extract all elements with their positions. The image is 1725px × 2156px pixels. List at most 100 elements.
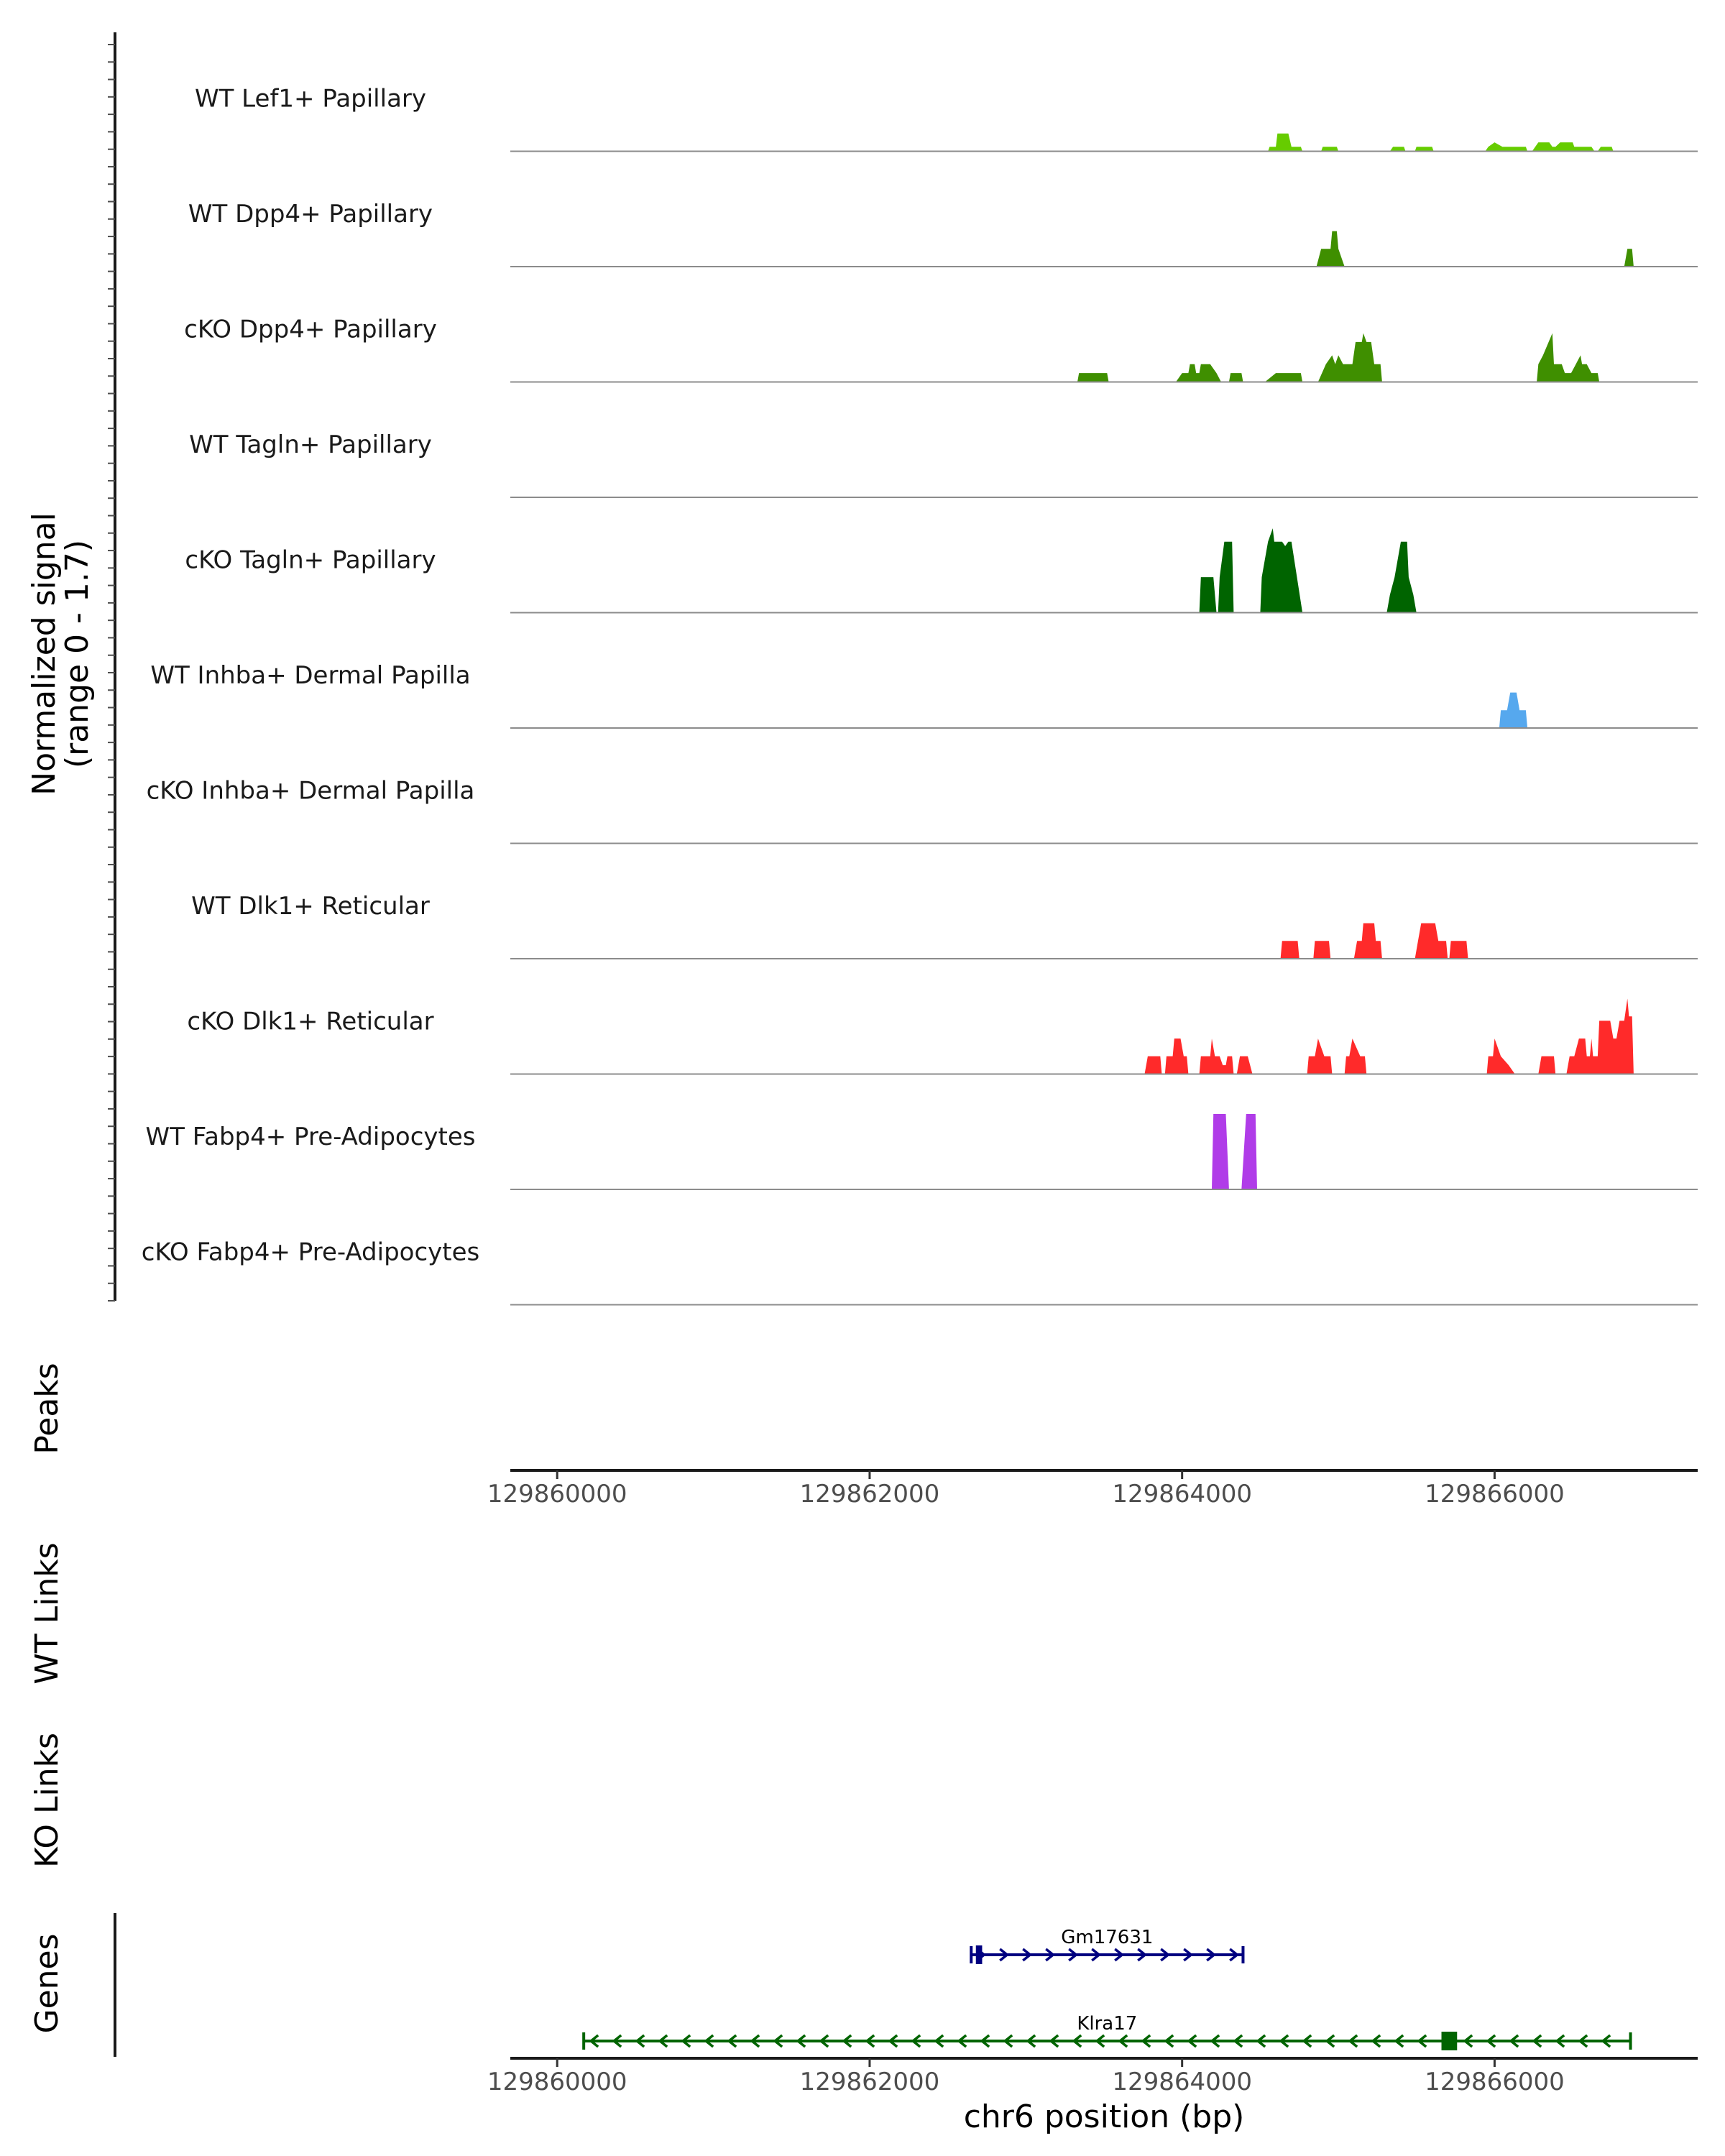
strand-arrow <box>888 2034 898 2048</box>
x-tick-label: 129864000 <box>1112 2068 1252 2096</box>
track-cko-fabp4-pre-adipocytes: cKO Fabp4+ Pre-Adipocytes <box>142 1238 1698 1306</box>
strand-arrow <box>1486 2034 1496 2048</box>
panel-title-peaks: Peaks <box>29 1363 65 1454</box>
strand-arrow <box>681 2034 691 2048</box>
strand-arrow <box>1371 2034 1381 2048</box>
coverage-area <box>1268 133 1614 152</box>
coverage-area <box>1199 528 1417 613</box>
coverage-tracks: WT Lef1+ Papillary WT Dpp4+ Papillary cKO … <box>142 85 1698 1306</box>
strand-arrow <box>934 2034 944 2048</box>
track-label: WT Fabp4+ Pre-Adipocytes <box>146 1123 476 1151</box>
track-label: WT Dlk1+ Reticular <box>191 892 430 921</box>
strand-arrow <box>1114 1948 1125 1962</box>
track-label: cKO Tagln+ Papillary <box>185 546 436 575</box>
strand-arrow <box>1325 2034 1335 2048</box>
coverage-area <box>1144 998 1634 1074</box>
x-axis-title: chr6 position (bp) <box>964 2099 1245 2135</box>
track-cko-dpp4-papillary: cKO Dpp4+ Papillary <box>184 315 1698 383</box>
track-wt-inhba-dermal-papilla: WT Inhba+ Dermal Papilla <box>150 661 1698 729</box>
peaks-x-axis: 129860000 129862000 129864000 129866000 <box>487 1469 1698 1508</box>
strand-arrow <box>1206 1948 1217 1962</box>
strand-arrow <box>1049 2034 1059 2048</box>
coverage-area <box>1316 231 1634 267</box>
strand-arrow <box>1463 2034 1473 2048</box>
track-label: cKO Dpp4+ Papillary <box>184 315 437 344</box>
strand-arrow <box>842 2034 852 2048</box>
gene-klra17: Klra17 <box>582 2013 1632 2050</box>
strand-arrow <box>1091 1948 1102 1962</box>
strand-arrow <box>1256 2034 1266 2048</box>
track-wt-tagln-papillary: WT Tagln+ Papillary <box>189 430 1698 498</box>
strand-arrow <box>1229 1948 1240 1962</box>
strand-arrow <box>1003 2034 1013 2048</box>
coverage-area <box>1077 333 1600 382</box>
strand-arrow <box>1233 2034 1243 2048</box>
strand-arrow <box>819 2034 829 2048</box>
strand-arrow <box>1183 1948 1194 1962</box>
strand-arrow <box>1210 2034 1220 2048</box>
strand-arrow <box>1302 2034 1312 2048</box>
x-tick-label: 129866000 <box>1425 2068 1565 2096</box>
strand-arrow <box>1279 2034 1289 2048</box>
panel-title-genes: Genes <box>29 1933 65 2033</box>
track-label: cKO Inhba+ Dermal Papilla <box>147 777 475 806</box>
strand-arrow <box>1072 2034 1082 2048</box>
signal-y-axis: Normalized signal(range 0 - 1.7) <box>26 32 116 1302</box>
track-label: WT Lef1+ Papillary <box>195 85 426 114</box>
panel-title-ko-links: KO Links <box>29 1733 65 1868</box>
track-wt-lef1-papillary: WT Lef1+ Papillary <box>195 85 1698 152</box>
strand-arrow <box>1118 2034 1128 2048</box>
strand-arrow <box>1068 1948 1079 1962</box>
strand-arrow <box>980 2034 990 2048</box>
track-wt-dlk1-reticular: WT Dlk1+ Reticular <box>191 892 1698 959</box>
track-label: WT Inhba+ Dermal Papilla <box>150 661 470 690</box>
exon <box>1441 2032 1458 2050</box>
coverage-area <box>1499 692 1528 728</box>
strand-arrow <box>1141 2034 1151 2048</box>
strand-arrow <box>1532 2034 1542 2048</box>
strand-arrow <box>1045 1948 1056 1962</box>
genes-x-axis: 129860000 129862000 129864000 129866000 chr6… <box>487 2057 1698 2135</box>
strand-arrow <box>1137 1948 1148 1962</box>
strand-arrow <box>1026 2034 1036 2048</box>
strand-arrow <box>1160 1948 1171 1962</box>
exon <box>975 1945 983 1964</box>
gene-label: Klra17 <box>1077 2013 1137 2035</box>
strand-arrow <box>1509 2034 1519 2048</box>
strand-arrow <box>1348 2034 1358 2048</box>
strand-arrow <box>589 2034 599 2048</box>
x-tick-label: 129860000 <box>487 2068 627 2096</box>
y-axis-title: Normalized signal(range 0 - 1.7) <box>26 512 96 796</box>
strand-arrow <box>658 2034 668 2048</box>
gene-gm17631: Gm17631 <box>970 1927 1245 1964</box>
strand-arrow <box>865 2034 875 2048</box>
strand-arrow <box>1187 2034 1197 2048</box>
strand-arrow <box>1578 2034 1588 2048</box>
strand-arrow <box>1394 2034 1404 2048</box>
strand-arrow <box>704 2034 714 2048</box>
x-tick-label: 129866000 <box>1425 1480 1565 1508</box>
strand-arrow <box>911 2034 921 2048</box>
strand-arrow <box>750 2034 760 2048</box>
track-cko-dlk1-reticular: cKO Dlk1+ Reticular <box>187 998 1698 1075</box>
x-tick-label: 129864000 <box>1112 1480 1252 1508</box>
x-tick-label: 129860000 <box>487 1480 627 1508</box>
track-label: cKO Dlk1+ Reticular <box>187 1008 433 1036</box>
strand-arrow <box>1164 2034 1174 2048</box>
annotation-panels: Peaks WT Links KO Links Genes <box>29 1363 65 2033</box>
track-wt-dpp4-papillary: WT Dpp4+ Papillary <box>188 200 1698 267</box>
track-label: cKO Fabp4+ Pre-Adipocytes <box>142 1238 480 1267</box>
strand-arrow <box>1022 1948 1033 1962</box>
x-tick-label: 129862000 <box>800 1480 940 1508</box>
strand-arrow <box>635 2034 645 2048</box>
coverage-area <box>1212 1114 1257 1189</box>
strand-arrow <box>727 2034 737 2048</box>
strand-arrow <box>1555 2034 1565 2048</box>
track-wt-fabp4-pre-adipocytes: WT Fabp4+ Pre-Adipocytes <box>146 1114 1698 1190</box>
strand-arrow <box>773 2034 783 2048</box>
strand-arrow <box>957 2034 967 2048</box>
strand-arrow <box>612 2034 622 2048</box>
strand-arrow <box>1417 2034 1427 2048</box>
gene-label: Gm17631 <box>1061 1927 1153 1948</box>
